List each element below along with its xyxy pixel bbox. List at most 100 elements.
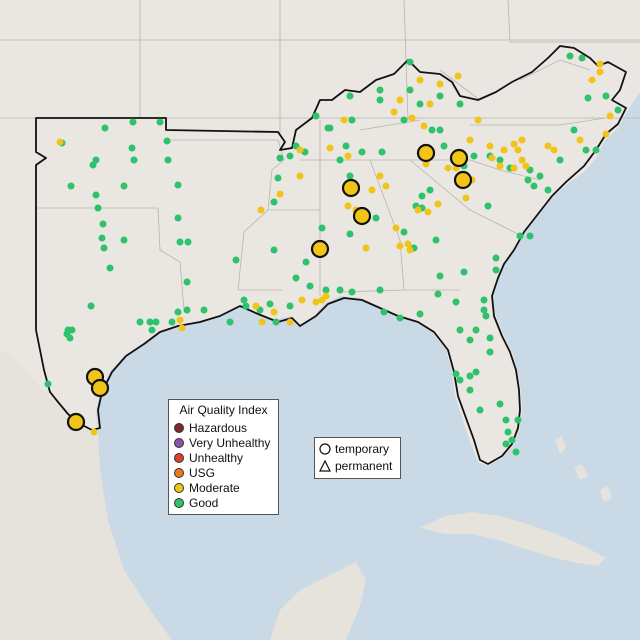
good-monitor-marker[interactable] [452,298,460,306]
good-monitor-marker[interactable] [512,448,520,456]
moderate-monitor-marker[interactable] [396,242,404,250]
good-monitor-marker[interactable] [98,234,106,242]
moderate-monitor-marker[interactable] [296,172,304,180]
good-monitor-marker[interactable] [492,266,500,274]
good-monitor-marker[interactable] [183,278,191,286]
moderate-monitor-marker[interactable] [270,308,278,316]
good-monitor-marker[interactable] [346,92,354,100]
good-monitor-marker[interactable] [129,118,137,126]
good-monitor-marker[interactable] [480,306,488,314]
moderate-monitor-marker[interactable] [462,194,470,202]
moderate-monitor-marker[interactable] [376,172,384,180]
good-monitor-marker[interactable] [272,318,280,326]
moderate-monitor-marker[interactable] [602,130,610,138]
good-monitor-marker[interactable] [504,428,512,436]
good-monitor-marker[interactable] [436,126,444,134]
moderate-monitor-marker[interactable] [522,162,530,170]
good-monitor-marker[interactable] [406,86,414,94]
good-monitor-marker[interactable] [556,156,564,164]
good-monitor-marker[interactable] [376,86,384,94]
moderate-monitor-marker[interactable] [90,428,98,436]
moderate-monitor-marker[interactable] [518,156,526,164]
good-monitor-marker[interactable] [326,124,334,132]
moderate-monitor-marker[interactable] [576,136,584,144]
moderate-monitor-marker[interactable] [488,154,496,162]
good-monitor-marker[interactable] [240,296,248,304]
good-monitor-marker[interactable] [396,314,404,322]
good-monitor-marker[interactable] [472,368,480,376]
good-monitor-marker[interactable] [502,416,510,424]
good-monitor-marker[interactable] [436,92,444,100]
moderate-monitor-marker[interactable] [408,114,416,122]
good-monitor-marker[interactable] [94,204,102,212]
good-monitor-marker[interactable] [378,148,386,156]
moderate-temporary-monitor-marker[interactable] [453,170,473,190]
good-monitor-marker[interactable] [306,282,314,290]
moderate-temporary-monitor-marker[interactable] [449,148,469,168]
good-monitor-marker[interactable] [496,156,504,164]
moderate-monitor-marker[interactable] [406,246,414,254]
moderate-monitor-marker[interactable] [588,76,596,84]
good-monitor-marker[interactable] [348,116,356,124]
good-monitor-marker[interactable] [426,186,434,194]
good-monitor-marker[interactable] [100,244,108,252]
good-monitor-marker[interactable] [486,348,494,356]
good-monitor-marker[interactable] [342,142,350,150]
good-monitor-marker[interactable] [322,286,330,294]
good-monitor-marker[interactable] [274,174,282,182]
moderate-temporary-monitor-marker[interactable] [90,378,110,398]
good-monitor-marker[interactable] [376,286,384,294]
moderate-monitor-marker[interactable] [368,186,376,194]
moderate-monitor-marker[interactable] [392,224,400,232]
good-monitor-marker[interactable] [466,336,474,344]
good-monitor-marker[interactable] [266,300,274,308]
good-monitor-marker[interactable] [318,224,326,232]
good-monitor-marker[interactable] [164,156,172,164]
moderate-temporary-monitor-marker[interactable] [416,143,436,163]
good-monitor-marker[interactable] [92,191,100,199]
good-monitor-marker[interactable] [496,400,504,408]
good-monitor-marker[interactable] [200,306,208,314]
moderate-monitor-marker[interactable] [486,142,494,150]
moderate-temporary-monitor-marker[interactable] [66,412,86,432]
moderate-monitor-marker[interactable] [596,60,604,68]
moderate-monitor-marker[interactable] [510,140,518,148]
moderate-monitor-marker[interactable] [444,164,452,172]
good-monitor-marker[interactable] [514,416,522,424]
good-monitor-marker[interactable] [89,161,97,169]
moderate-monitor-marker[interactable] [326,144,334,152]
good-monitor-marker[interactable] [418,192,426,200]
good-monitor-marker[interactable] [524,176,532,184]
moderate-monitor-marker[interactable] [362,244,370,252]
good-monitor-marker[interactable] [68,326,76,334]
moderate-monitor-marker[interactable] [514,146,522,154]
moderate-monitor-marker[interactable] [178,324,186,332]
good-monitor-marker[interactable] [174,308,182,316]
good-monitor-marker[interactable] [578,54,586,62]
good-monitor-marker[interactable] [406,58,414,66]
moderate-temporary-monitor-marker[interactable] [310,239,330,259]
moderate-monitor-marker[interactable] [434,200,442,208]
good-monitor-marker[interactable] [484,202,492,210]
moderate-monitor-marker[interactable] [544,142,552,150]
moderate-monitor-marker[interactable] [56,138,64,146]
moderate-monitor-marker[interactable] [550,146,558,154]
good-monitor-marker[interactable] [400,228,408,236]
good-monitor-marker[interactable] [452,370,460,378]
good-monitor-marker[interactable] [336,156,344,164]
good-monitor-marker[interactable] [400,116,408,124]
good-monitor-marker[interactable] [346,172,354,180]
good-monitor-marker[interactable] [44,380,52,388]
moderate-monitor-marker[interactable] [340,116,348,124]
moderate-monitor-marker[interactable] [596,68,604,76]
good-monitor-marker[interactable] [416,100,424,108]
good-monitor-marker[interactable] [434,290,442,298]
good-monitor-marker[interactable] [286,152,294,160]
moderate-monitor-marker[interactable] [436,80,444,88]
moderate-monitor-marker[interactable] [252,302,260,310]
good-monitor-marker[interactable] [270,246,278,254]
moderate-monitor-marker[interactable] [496,162,504,170]
good-monitor-marker[interactable] [128,144,136,152]
good-monitor-marker[interactable] [66,334,74,342]
